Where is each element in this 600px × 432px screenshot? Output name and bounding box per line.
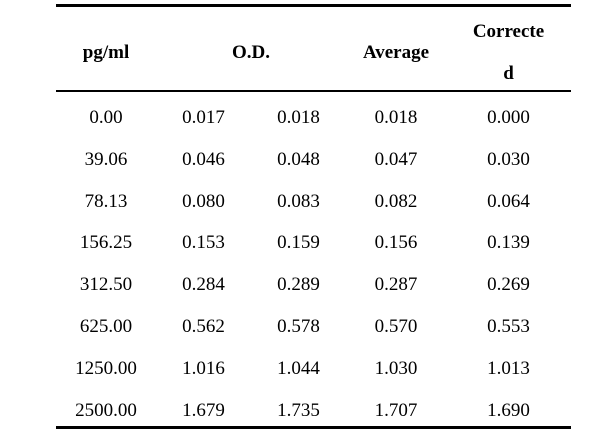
cell-od-2: 1.044: [277, 358, 320, 379]
cell-pg-ml: 1250.00: [75, 358, 137, 379]
table-bottom-rule: [56, 426, 571, 429]
cell-od-2: 0.159: [277, 232, 320, 253]
cell-corrected: 1.013: [487, 358, 530, 379]
cell-corrected: 0.064: [487, 191, 530, 212]
cell-average: 0.047: [374, 149, 418, 170]
cell-pg-ml: 2500.00: [75, 400, 137, 421]
table-top-rule: [56, 4, 571, 7]
standard-curve-table: pg/ml O.D. Average Correcte d 0.00 0.017 0…: [56, 0, 571, 432]
cell-average: 0.082: [374, 191, 418, 212]
cell-od-1: 0.562: [182, 316, 225, 337]
cell-od-2: 0.083: [277, 191, 320, 212]
cell-corrected: 0.030: [487, 149, 530, 170]
cell-od-2: 0.018: [277, 107, 320, 128]
header-corrected-line2: d: [503, 63, 514, 84]
cell-od-1: 1.016: [182, 358, 225, 379]
cell-corrected: 1.690: [487, 400, 530, 421]
cell-od-2: 1.735: [277, 400, 320, 421]
cell-od-1: 0.017: [182, 107, 225, 128]
cell-average: 0.287: [374, 274, 418, 295]
cell-corrected: 0.269: [487, 274, 530, 295]
cell-corrected: 0.000: [487, 107, 530, 128]
cell-od-1: 0.046: [182, 149, 225, 170]
cell-od-1: 0.153: [182, 232, 225, 253]
cell-pg-ml: 0.00: [89, 107, 123, 128]
cell-pg-ml: 625.00: [79, 316, 133, 337]
cell-pg-ml: 156.25: [79, 232, 133, 253]
header-pg-ml: pg/ml: [82, 42, 130, 63]
cell-od-2: 0.578: [277, 316, 320, 337]
cell-pg-ml: 78.13: [84, 191, 128, 212]
cell-pg-ml: 39.06: [84, 149, 128, 170]
cell-corrected: 0.553: [487, 316, 530, 337]
header-od: O.D.: [232, 42, 270, 63]
cell-pg-ml: 312.50: [79, 274, 133, 295]
cell-od-1: 1.679: [182, 400, 225, 421]
cell-average: 0.018: [374, 107, 418, 128]
cell-average: 1.707: [374, 400, 418, 421]
cell-od-2: 0.289: [277, 274, 320, 295]
cell-corrected: 0.139: [487, 232, 530, 253]
cell-average: 0.156: [374, 232, 418, 253]
cell-average: 0.570: [374, 316, 418, 337]
cell-average: 1.030: [374, 358, 418, 379]
table-header-rule: [56, 90, 571, 92]
cell-od-1: 0.284: [182, 274, 225, 295]
cell-od-1: 0.080: [182, 191, 225, 212]
header-average: Average: [362, 42, 430, 63]
cell-od-2: 0.048: [277, 149, 320, 170]
header-corrected-line1: Correcte: [472, 21, 545, 42]
